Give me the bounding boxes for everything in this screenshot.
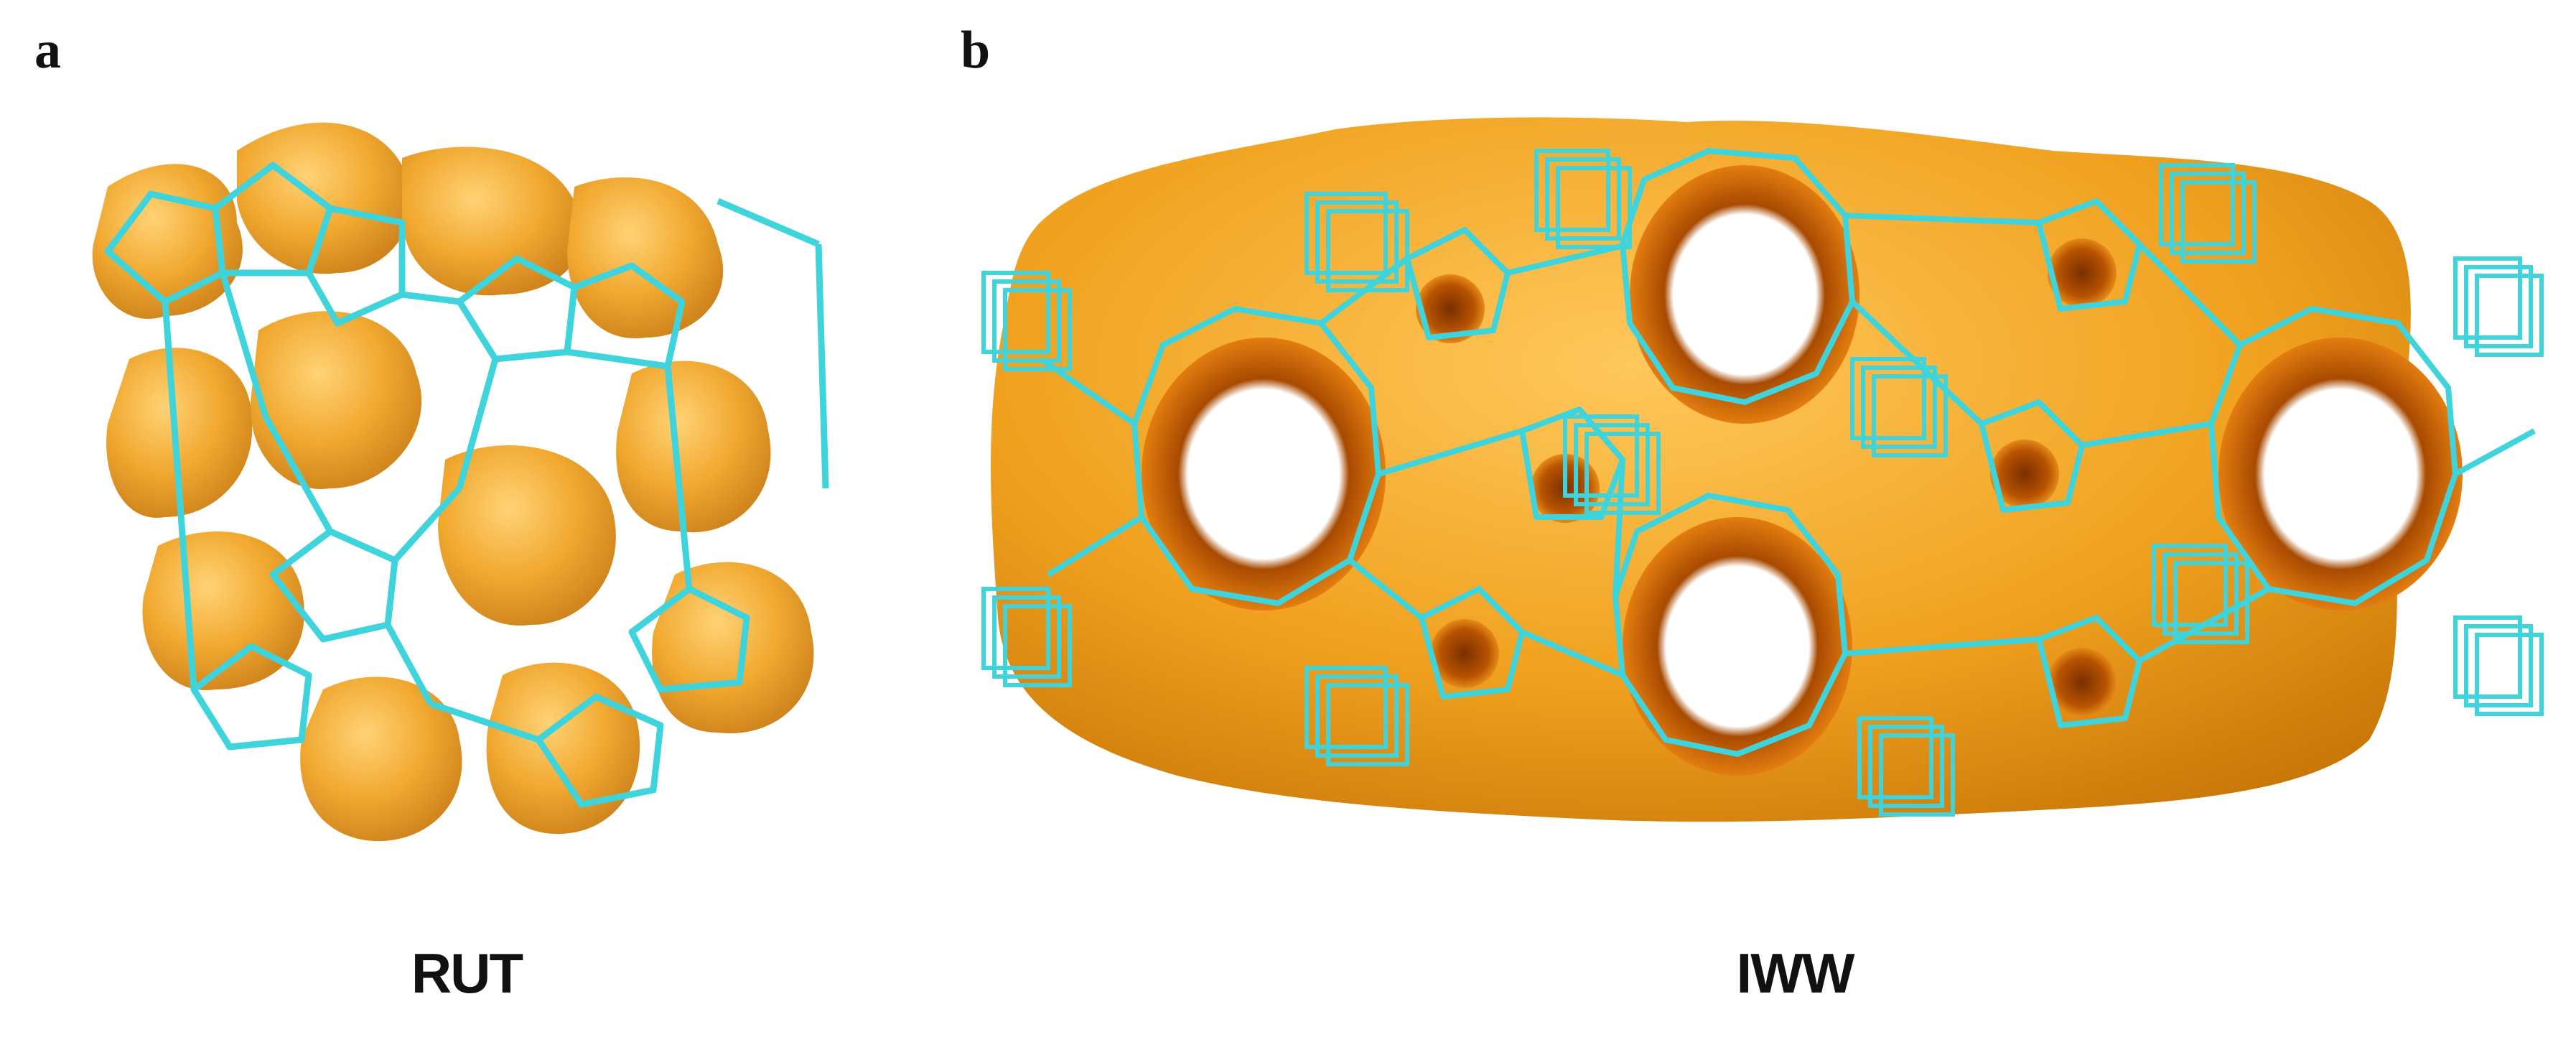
framework-rut bbox=[104, 162, 829, 808]
panel-caption-iww: IWW bbox=[1736, 942, 1855, 1005]
panel-letter-b: b bbox=[961, 21, 991, 80]
rut-structure-image bbox=[92, 122, 829, 842]
pore-surface-rut bbox=[92, 122, 814, 842]
panel-a: a bbox=[0, 0, 933, 1050]
iww-structure-image bbox=[981, 117, 2544, 822]
framework-cages-iww bbox=[981, 149, 2544, 817]
panel-caption-rut: RUT bbox=[411, 942, 523, 1005]
panel-b: b bbox=[933, 0, 2576, 1050]
panel-letter-a: a bbox=[34, 21, 61, 80]
